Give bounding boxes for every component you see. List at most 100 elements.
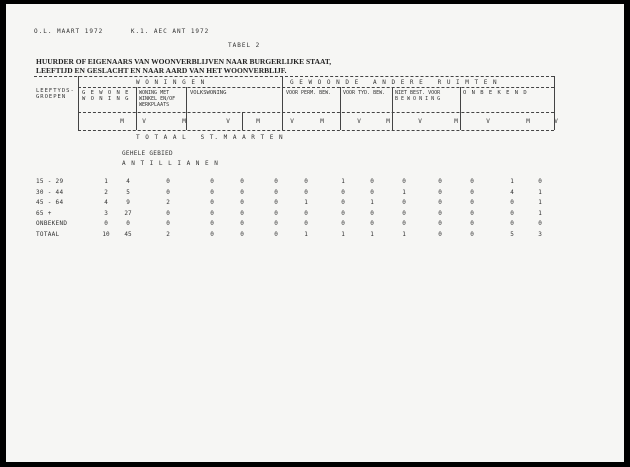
table-cell: 0 xyxy=(240,199,244,206)
table-cell: 4 xyxy=(126,178,130,185)
header-line: O.L. MAART 1972 K.1. AEC ANT 1972 xyxy=(34,28,210,35)
table-cell: 1 xyxy=(538,209,542,217)
table-cell: 0 xyxy=(274,199,278,206)
title-line-1: HUURDER OF EIGENAARS VAN WOONVERBLIJVEN … xyxy=(36,57,332,66)
row-label: 30 - 44 xyxy=(36,188,64,196)
table-cell: 0 xyxy=(470,199,474,206)
table-cell: 0 xyxy=(274,230,278,238)
sex-header-m: M xyxy=(454,118,458,125)
table-cell: 2 xyxy=(166,230,170,238)
table-cell: 0 xyxy=(370,220,374,227)
col-niet-best: NIET BEST. VOOR B E W O N I N G xyxy=(395,90,441,102)
table-cell: 1 xyxy=(304,230,308,238)
col-voor-tyd: VOOR TYD. BEW. xyxy=(343,90,386,96)
table-cell: 0 xyxy=(538,220,542,227)
table-cell: 0 xyxy=(166,209,170,217)
col-woning-winkel: WONING MET WINKEL EN/OF WERKPLAATS xyxy=(139,90,176,108)
table-cell: 0 xyxy=(304,188,308,196)
table-cell: 0 xyxy=(341,220,345,227)
table-cell: 0 xyxy=(240,178,244,185)
table-cell: 27 xyxy=(124,209,132,217)
col-onbekend: O N B E K E N D xyxy=(463,90,528,96)
sex-header-m: M xyxy=(320,118,324,125)
row-label: ONBEKEND xyxy=(36,220,68,227)
row-label: 65 + xyxy=(36,209,52,217)
table-cell: 0 xyxy=(470,230,474,238)
col-group-woningen: W O N I N G E N xyxy=(136,79,206,86)
sex-header-m: M xyxy=(120,118,124,125)
table-cell: 0 xyxy=(240,188,244,196)
table-cell: 0 xyxy=(210,178,214,185)
table-cell: 1 xyxy=(538,199,542,206)
table-cell: 0 xyxy=(304,220,308,227)
col-volkswoning: VOLKSWONING xyxy=(190,90,227,96)
table-cell: 0 xyxy=(402,209,406,217)
table-cell: 0 xyxy=(510,209,514,217)
section-title: T O T A A L S T. M A A R T E N xyxy=(136,134,284,141)
table-cell: 4 xyxy=(104,199,108,206)
sex-header-v: V xyxy=(418,118,422,125)
sex-header-v: V xyxy=(226,118,230,125)
table-cell: 9 xyxy=(126,199,130,206)
table-cell: 3 xyxy=(104,209,108,217)
table-cell: 0 xyxy=(370,178,374,185)
table-cell: 0 xyxy=(304,178,308,185)
table-cell: 0 xyxy=(470,188,474,196)
table-cell: 0 xyxy=(510,199,514,206)
table-cell: 0 xyxy=(341,209,345,217)
table-cell: 2 xyxy=(104,188,108,196)
table-cell: 0 xyxy=(274,178,278,185)
table-cell: 4 xyxy=(510,188,514,196)
table-cell: 0 xyxy=(402,178,406,185)
table-cell: 1 xyxy=(510,178,514,185)
table-cell: 1 xyxy=(370,230,374,238)
table-cell: 1 xyxy=(402,230,406,238)
sex-header-v: V xyxy=(142,118,146,125)
sex-header-v: V xyxy=(357,118,361,125)
table-cell: 2 xyxy=(166,199,170,206)
col-age-group: LEEFTYDS- GROEPEN xyxy=(36,88,75,100)
table-cell: 0 xyxy=(438,220,442,227)
table-cell: 0 xyxy=(438,199,442,206)
subsection-sub: A N T I L L I A N E N xyxy=(122,160,219,167)
table-cell: 0 xyxy=(210,220,214,227)
table-cell: 0 xyxy=(370,209,374,217)
table-cell: 0 xyxy=(438,209,442,217)
table-cell: 1 xyxy=(304,199,308,206)
col-gewone-woning: G E W O N E W O N I N G xyxy=(82,90,130,102)
table-cell: 1 xyxy=(341,230,345,238)
table-cell: 45 xyxy=(124,230,132,238)
table-cell: 0 xyxy=(166,178,170,185)
table-cell: 0 xyxy=(210,188,214,196)
table-cell: 0 xyxy=(370,188,374,196)
table-cell: 1 xyxy=(104,178,108,185)
table-cell: 0 xyxy=(438,178,442,185)
table-cell: 0 xyxy=(210,209,214,217)
table-cell: 0 xyxy=(402,220,406,227)
table-cell: 0 xyxy=(304,209,308,217)
sex-header-v: V xyxy=(290,118,294,125)
table-cell: 0 xyxy=(341,199,345,206)
table-cell: 0 xyxy=(104,220,108,227)
table-cell: 0 xyxy=(438,188,442,196)
sex-header-v: V xyxy=(486,118,490,125)
col-group-andere: G E W O O N D E A N D E R E R U I M T E … xyxy=(290,79,498,86)
table-cell: 5 xyxy=(510,230,514,238)
table-cell: 1 xyxy=(370,199,374,206)
table-cell: 0 xyxy=(274,188,278,196)
table-cell: 0 xyxy=(470,220,474,227)
subsection-title: GEHELE GEBIED xyxy=(122,150,173,157)
table-cell: 0 xyxy=(470,209,474,217)
table-cell: 0 xyxy=(470,178,474,185)
table-cell: 0 xyxy=(210,199,214,206)
table-cell: 0 xyxy=(240,220,244,227)
table-cell: 0 xyxy=(126,220,130,227)
table-cell: 0 xyxy=(274,209,278,217)
table-cell: 5 xyxy=(126,188,130,196)
table-cell: 0 xyxy=(402,199,406,206)
table-cell: 0 xyxy=(240,209,244,217)
table-cell: 0 xyxy=(510,220,514,227)
sex-header-m: M xyxy=(386,118,390,125)
table-cell: 0 xyxy=(438,230,442,238)
table-label: TABEL 2 xyxy=(228,42,261,49)
